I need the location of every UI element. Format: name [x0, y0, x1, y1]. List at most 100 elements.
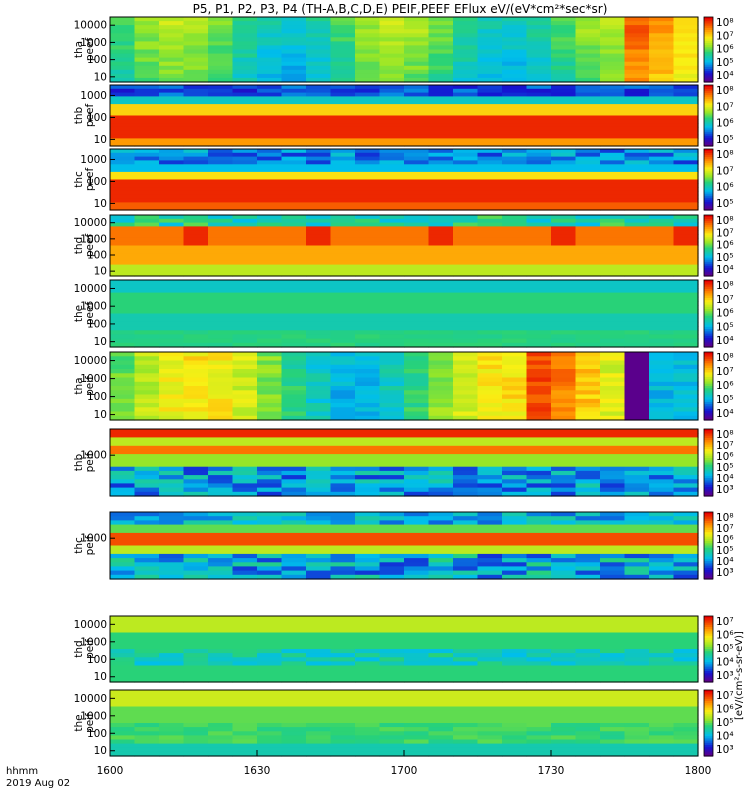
heatmap-cell	[281, 37, 307, 42]
heatmap-cell	[551, 677, 577, 683]
heatmap-cell	[110, 49, 136, 55]
heatmap-cell	[575, 190, 601, 196]
heatmap-cell	[159, 532, 185, 538]
heatmap-cell	[208, 673, 234, 679]
heatmap-cell	[330, 706, 356, 712]
heatmap-cell	[526, 292, 552, 298]
heatmap-cell	[526, 394, 552, 400]
heatmap-cell	[183, 743, 209, 749]
heatmap-cell	[379, 230, 405, 235]
heatmap-cell	[183, 528, 209, 534]
heatmap-cell	[477, 149, 503, 154]
heatmap-cell	[159, 138, 185, 143]
heatmap-cell	[477, 96, 503, 101]
heatmap-cell	[379, 234, 405, 239]
heatmap-cell	[232, 369, 258, 374]
heatmap-cell	[551, 149, 577, 154]
heatmap-cell	[673, 342, 699, 348]
heatmap-cell	[526, 628, 552, 634]
heatmap-cell	[575, 739, 601, 745]
heatmap-cell	[306, 142, 332, 147]
heatmap-cell	[208, 215, 234, 220]
heatmap-cell	[159, 429, 185, 434]
heatmap-cell	[379, 130, 405, 136]
heatmap-cell	[453, 449, 479, 455]
heatmap-cell	[379, 723, 405, 728]
heatmap-cell	[330, 524, 356, 530]
colorbar-tick-label: 10⁶	[716, 534, 734, 546]
heatmap-cell	[183, 624, 209, 629]
heatmap-cell	[526, 77, 552, 83]
heatmap-cell	[404, 718, 430, 724]
heatmap-cell	[306, 558, 332, 563]
heatmap-cell	[673, 649, 699, 654]
heatmap-cell	[134, 541, 160, 547]
heatmap-cell	[673, 524, 699, 530]
heatmap-cell	[232, 37, 258, 42]
colorbar-tick-label: 10⁵	[716, 321, 734, 333]
heatmap-cell	[551, 326, 577, 331]
heatmap-cell	[428, 85, 454, 90]
colorbar-segment	[704, 313, 713, 317]
colorbar-segment	[704, 56, 713, 59]
heatmap-cell	[477, 640, 503, 646]
heatmap-cell	[453, 300, 479, 306]
heatmap-cell	[551, 360, 577, 366]
heatmap-cell	[575, 735, 601, 741]
colorbar-segment	[704, 633, 713, 637]
heatmap-cell	[257, 49, 283, 55]
heatmap-cell	[355, 260, 381, 266]
heatmap-cell	[208, 449, 234, 455]
heatmap-cell	[502, 100, 528, 105]
heatmap-cell	[575, 545, 601, 551]
heatmap-cell	[404, 566, 430, 572]
heatmap-cell	[306, 17, 332, 22]
heatmap-cell	[624, 138, 650, 143]
heatmap-cell	[526, 288, 552, 294]
heatmap-cell	[551, 702, 577, 708]
heatmap-cell	[526, 171, 552, 177]
colorbar-segment	[704, 482, 713, 486]
heatmap-cell	[379, 398, 405, 404]
heatmap-cell	[330, 126, 356, 132]
heatmap-cell	[306, 636, 332, 642]
heatmap-cell	[281, 524, 307, 530]
heatmap-cell	[428, 665, 454, 671]
heatmap-cell	[624, 731, 650, 736]
ytick-label: 10000	[74, 355, 107, 367]
heatmap-cell	[453, 649, 479, 654]
heatmap-cell	[624, 558, 650, 563]
heatmap-cell	[453, 714, 479, 720]
heatmap-cell	[575, 458, 601, 464]
heatmap-cell	[232, 698, 258, 703]
heatmap-cell	[600, 126, 626, 132]
heatmap-cell	[404, 390, 430, 396]
heatmap-cell	[159, 230, 185, 235]
ytick-label: 1000	[80, 533, 107, 545]
heatmap-cell	[428, 381, 454, 387]
heatmap-cell	[257, 429, 283, 434]
heatmap-cell	[624, 300, 650, 306]
heatmap-cell	[428, 33, 454, 38]
heatmap-cell	[159, 483, 185, 489]
heatmap-cell	[355, 115, 381, 120]
heatmap-cell	[232, 330, 258, 336]
heatmap-cell	[208, 168, 234, 173]
heatmap-cell	[306, 292, 332, 298]
heatmap-cell	[208, 138, 234, 143]
heatmap-cell	[355, 33, 381, 38]
heatmap-cell	[526, 407, 552, 413]
heatmap-cell	[306, 342, 332, 348]
heatmap-cell	[453, 415, 479, 421]
heatmap-cell	[183, 152, 209, 158]
heatmap-cell	[110, 624, 136, 629]
heatmap-cell	[673, 206, 699, 211]
heatmap-cell	[624, 520, 650, 526]
heatmap-cell	[575, 130, 601, 136]
heatmap-cell	[183, 218, 209, 224]
heatmap-cell	[477, 632, 503, 638]
heatmap-cell	[232, 292, 258, 298]
heatmap-cell	[673, 160, 699, 165]
heatmap-cell	[649, 458, 675, 464]
heatmap-cell	[551, 85, 577, 90]
